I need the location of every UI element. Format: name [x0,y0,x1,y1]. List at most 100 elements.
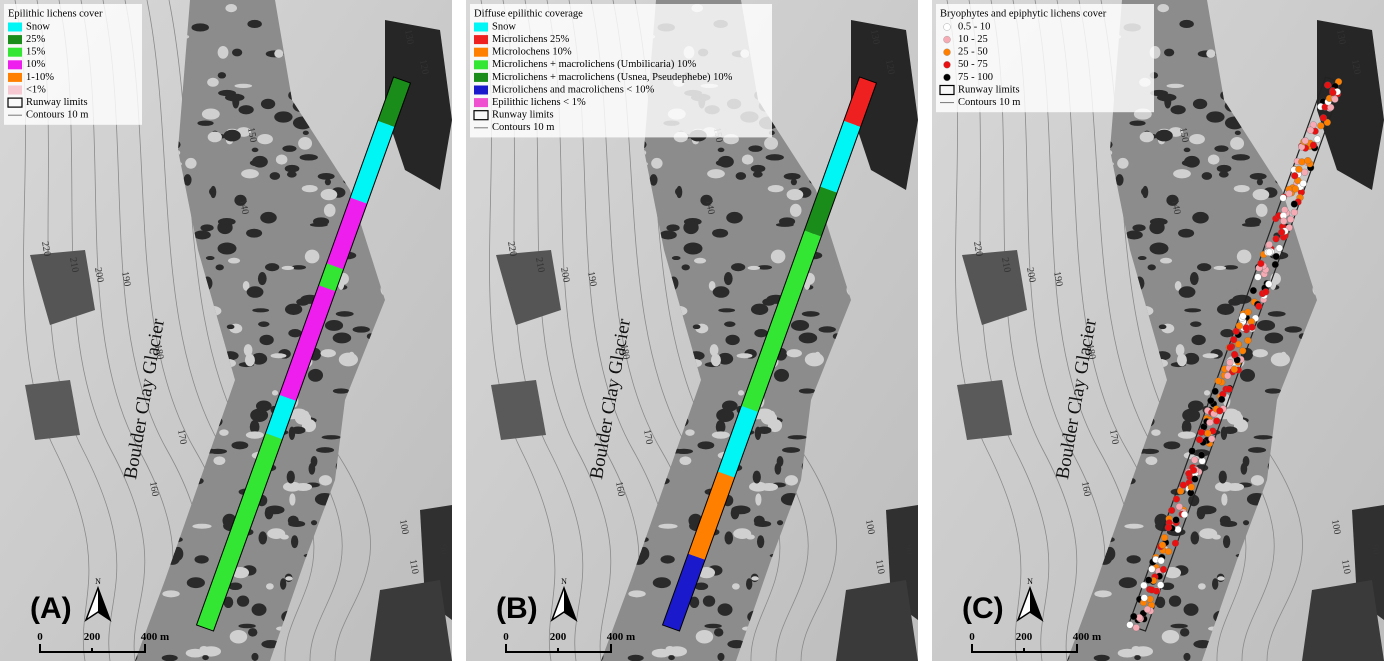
rock-patch [742,155,754,165]
observation-point [1196,436,1203,443]
panel-label: (B) [496,592,538,625]
legend-swatch [8,35,22,44]
observation-point [1286,190,1293,197]
scale-label: 0 [37,631,43,643]
rock-patch [1189,134,1205,144]
rock-patch [237,596,249,607]
rock-patch [1145,456,1157,465]
observation-point [1218,396,1225,403]
rock-patch [1094,655,1110,661]
observation-point [1161,534,1168,541]
observation-point [1144,606,1151,613]
rock-patch [707,169,725,178]
rock-patch [1197,507,1206,519]
rock-patch [1182,409,1200,422]
legend-swatch [944,36,951,43]
rock-patch [324,204,336,217]
rock-patch [1248,447,1266,453]
rock-patch [753,171,763,177]
rock-patch [291,426,306,433]
observation-point [1324,82,1331,89]
rock-patch [218,72,226,78]
rock-patch [1265,388,1282,393]
rock-patch [252,603,267,615]
rock-patch [1206,49,1215,58]
contour-label: 90 [903,544,916,556]
rock-patch [271,353,287,358]
rock-patch [258,272,267,285]
rock-patch [718,603,733,615]
legend-label: 25 - 50 [958,47,988,58]
scale-label: 200 [84,631,101,643]
legend-title: Diffuse epilithic coverage [474,8,583,19]
rock-patch [1160,258,1172,264]
legend-swatch [8,48,22,57]
observation-point [1291,209,1298,216]
rock-patch [727,339,737,343]
rock-patch [1148,264,1156,270]
rock-patch [748,145,762,152]
rock-patch [1119,577,1137,588]
legend-label: Runway limits [26,97,88,108]
rock-patch [238,624,255,629]
rock-patch [247,286,264,297]
rock-patch [257,134,273,144]
rock-patch [213,456,225,465]
legend-label: Runway limits [492,110,554,121]
rock-patch [659,230,676,239]
rock-patch [666,224,679,231]
rock-patch [274,111,292,122]
rock-patch [1268,311,1286,317]
legend-swatch [8,86,22,95]
rock-patch [771,250,786,264]
rock-patch [1206,111,1224,122]
observation-point [1257,260,1264,267]
rock-patch [1243,520,1249,525]
observation-point [1180,482,1187,489]
scale-label: 400 m [1073,631,1101,643]
rock-patch [353,326,370,332]
rock-patch [1217,576,1225,580]
rock-patch [790,204,802,217]
rock-patch [210,186,216,198]
north-label: N [95,577,101,586]
rock-patch [1237,250,1252,264]
rock-patch [218,243,237,255]
rock-patch [265,263,279,271]
observation-point [1280,195,1287,202]
observation-point [1291,201,1298,208]
rock-patch [1204,390,1210,395]
observation-point [1245,309,1252,316]
rock-patch [265,507,274,519]
legend-label: Contours 10 m [492,122,554,133]
observation-point [1243,324,1250,331]
rock-patch [311,520,317,525]
rock-patch [230,630,247,644]
map-panel: 2202102001901801701601501401301201101009… [466,0,918,661]
rock-patch [1254,435,1273,439]
observation-point [1239,347,1246,354]
rock-patch [1193,339,1203,343]
rock-patch [316,447,334,453]
rock-patch [333,333,352,344]
observation-point [1213,418,1220,425]
rock-patch [1157,4,1169,12]
rock-patch [197,121,213,126]
outcrop [836,580,918,661]
rock-patch [785,475,798,485]
rock-patch [294,483,312,491]
figure: 2202102001901801701601501401301201101009… [0,0,1384,661]
rock-patch [724,272,733,285]
legend-label: Snow [26,21,50,32]
rock-patch [1242,223,1260,227]
observation-point [1172,540,1179,547]
observation-point [1262,288,1269,295]
rock-patch [276,155,288,165]
rock-patch [714,628,723,636]
observation-point [1216,407,1223,414]
rock-patch [251,653,258,661]
rock-patch [791,179,797,185]
rock-patch [248,628,257,636]
panel-label: (A) [30,592,72,625]
legend-label: 10% [26,59,46,70]
